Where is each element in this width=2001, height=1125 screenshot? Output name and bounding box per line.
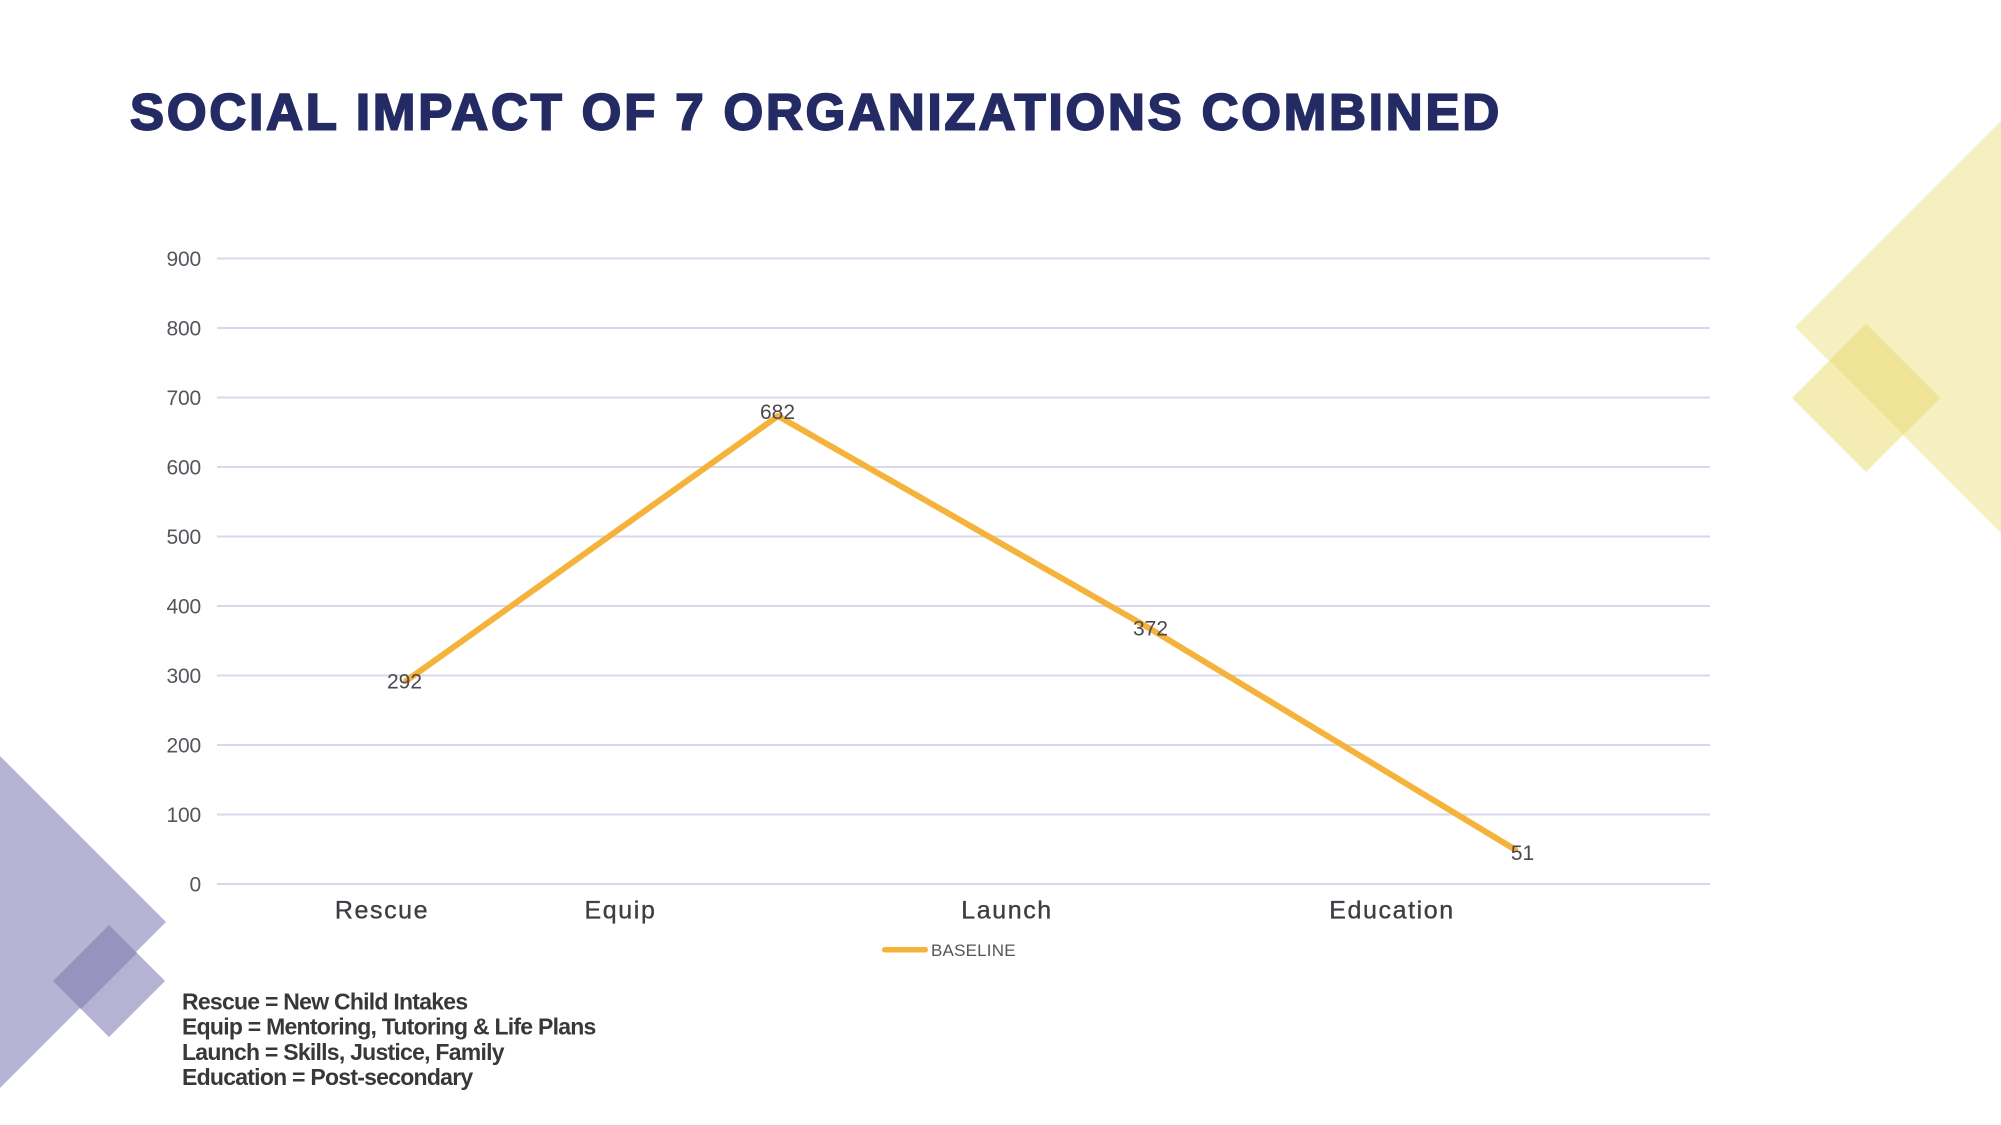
svg-text:400: 400 [167, 596, 201, 619]
svg-text:700: 700 [167, 387, 201, 410]
svg-text:292: 292 [387, 671, 422, 694]
svg-text:SOCIAL IMPACT OF 7 ORGANIZATIO: SOCIAL IMPACT OF 7 ORGANIZATIONS COMBINE… [130, 84, 1502, 141]
svg-text:0: 0 [190, 874, 201, 897]
svg-text:372: 372 [1133, 618, 1168, 641]
svg-text:BASELINE: BASELINE [931, 941, 1016, 960]
svg-text:100: 100 [167, 804, 201, 827]
svg-text:Launch = Skills, Justice, Fami: Launch = Skills, Justice, Family [182, 1039, 505, 1065]
svg-text:Rescue = New Child Intakes: Rescue = New Child Intakes [182, 989, 467, 1015]
svg-text:Education = Post-secondary: Education = Post-secondary [182, 1064, 473, 1090]
svg-text:682: 682 [760, 401, 795, 424]
svg-text:Rescue: Rescue [335, 897, 429, 925]
svg-text:900: 900 [167, 248, 201, 271]
svg-text:Equip = Mentoring, Tutoring &: Equip = Mentoring, Tutoring & Life Plans [182, 1014, 596, 1040]
svg-text:300: 300 [167, 665, 201, 688]
svg-text:Equip: Equip [585, 897, 657, 925]
svg-text:Education: Education [1329, 897, 1455, 925]
svg-text:200: 200 [167, 735, 201, 758]
svg-text:800: 800 [167, 318, 201, 341]
svg-text:500: 500 [167, 526, 201, 549]
svg-text:Launch: Launch [961, 897, 1053, 925]
svg-text:600: 600 [167, 457, 201, 480]
svg-text:51: 51 [1511, 842, 1534, 865]
